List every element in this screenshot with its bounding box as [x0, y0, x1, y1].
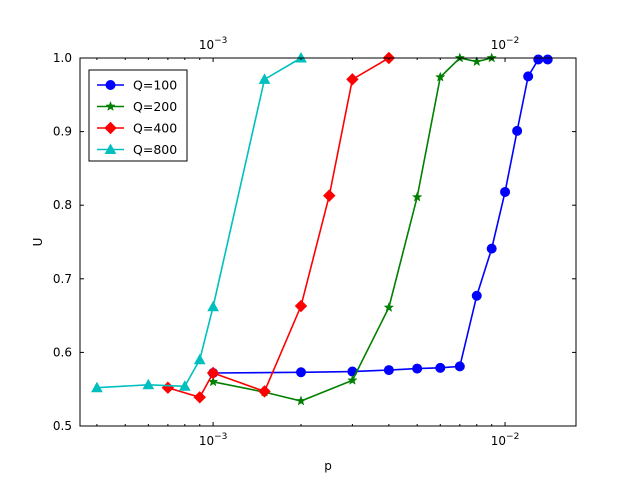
legend-marker [105, 100, 116, 111]
data-point [323, 189, 336, 202]
series-line [167, 57, 390, 399]
series-line [212, 57, 492, 402]
data-point [258, 385, 271, 398]
plot-frame [79, 57, 577, 427]
data-point [347, 374, 358, 385]
y-tick-label: 0.8 [53, 198, 72, 212]
legend-item: Q=800 [97, 142, 177, 157]
data-point [258, 73, 271, 84]
ticks-layer: 0.5 0.6 0.7 0.8 0.9 1.0 10−3 10−3 10−2 10−2 [53, 36, 576, 448]
legend-label: Q=800 [133, 142, 177, 157]
data-point [435, 362, 446, 373]
series-q-100 [208, 54, 553, 379]
series-q-200 [207, 52, 497, 406]
x-tick-label-top: 10−2 [491, 36, 520, 52]
legend-item: Q=200 [97, 99, 177, 114]
legend-item: Q=400 [97, 121, 177, 136]
data-point [295, 367, 306, 378]
series-layer [91, 52, 553, 406]
x-tick-label-top: 10−3 [199, 36, 228, 52]
data-point [435, 71, 446, 82]
data-point [471, 290, 482, 301]
series-q-400 [161, 52, 396, 404]
series-q-800 [91, 52, 307, 393]
data-point [161, 381, 175, 394]
legend-item: Q=100 [97, 78, 177, 93]
data-point [533, 54, 544, 65]
data-point [91, 381, 103, 393]
x-axis-label: p [324, 459, 332, 473]
y-tick-label: 0.7 [53, 272, 72, 286]
data-point [295, 395, 307, 406]
data-point [207, 300, 219, 312]
legend-marker [105, 80, 116, 90]
data-point [142, 378, 155, 390]
data-point [383, 301, 395, 312]
x-tick-label: 10−3 [199, 432, 228, 448]
x-tick-label: 10−2 [491, 432, 520, 448]
data-point [206, 366, 220, 380]
y-tick-label: 0.6 [53, 345, 72, 359]
legend-label: Q=200 [133, 99, 177, 114]
legend-label: Q=400 [133, 121, 177, 136]
legend-label: Q=100 [133, 78, 177, 93]
data-point [454, 361, 465, 372]
data-point [500, 186, 511, 197]
data-point [412, 363, 423, 374]
data-point [346, 73, 359, 86]
data-point [383, 365, 394, 376]
legend: Q=100 Q=200 Q=400 Q=800 [88, 69, 188, 162]
y-tick-label: 0.5 [53, 419, 72, 433]
data-point [512, 125, 523, 136]
data-point [411, 191, 423, 202]
data-point [294, 299, 308, 313]
data-point [193, 391, 206, 404]
data-point [471, 56, 483, 67]
y-axis-label: U [31, 238, 45, 247]
data-point [193, 353, 206, 365]
data-point [523, 71, 534, 82]
legend-marker [104, 121, 117, 135]
data-point [542, 54, 553, 65]
y-tick-label: 0.9 [53, 125, 72, 139]
legend-marker [104, 143, 117, 154]
y-tick-label: 1.0 [53, 51, 72, 65]
data-point [486, 243, 497, 254]
data-point [178, 380, 191, 391]
series-line [213, 58, 548, 374]
